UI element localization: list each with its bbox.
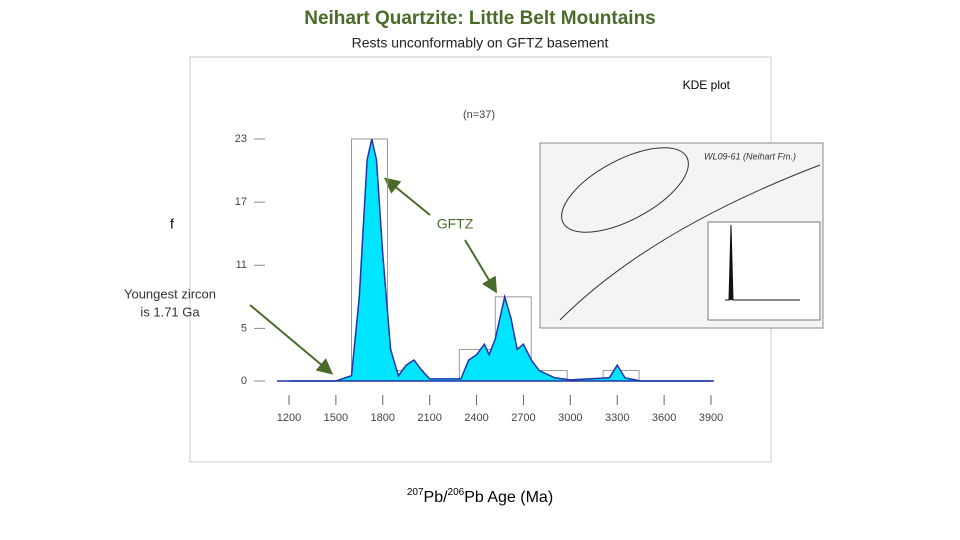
- x-tick-label: 1500: [324, 412, 348, 424]
- sup: 206: [448, 487, 465, 498]
- inset-peak: [725, 224, 800, 301]
- gftz-label: GFTZ: [437, 216, 474, 232]
- letter: f: [170, 216, 174, 232]
- x-tick-label: 3300: [605, 412, 629, 424]
- y-tick-label: 23: [235, 133, 247, 145]
- inset: WL09-61 (Neihart Fm.): [539, 142, 824, 329]
- x-tick-label: 3600: [652, 412, 676, 424]
- x-tick-label: 2100: [417, 412, 441, 424]
- x-tick-label: 2400: [464, 412, 488, 424]
- x-tick-label: 3000: [558, 412, 582, 424]
- y-tick-label: 11: [236, 259, 247, 271]
- kde-line: [289, 138, 711, 382]
- inset-concordia: [559, 164, 821, 321]
- plot-label: KDE plot: [683, 78, 731, 92]
- inset-ellipse: [561, 147, 689, 233]
- x-axis-label: 207Pb/206Pb Age (Ma): [407, 487, 553, 507]
- sup: 207: [407, 487, 424, 498]
- txt: Pb Age (Ma): [464, 489, 553, 506]
- x-tick-label: 3900: [699, 412, 723, 424]
- arrow: [383, 177, 431, 216]
- x-tick-label: 1800: [371, 412, 395, 424]
- txt: Pb/: [424, 489, 449, 506]
- slide-title: Neihart Quartzite: Little Belt Mountains: [304, 8, 656, 29]
- inset-pdf: [707, 221, 821, 321]
- inset-title: WL09-61 (Neihart Fm.): [704, 151, 796, 161]
- x-tick-label: 1200: [277, 412, 301, 424]
- youngest-label: is 1.71 Ga: [140, 304, 200, 319]
- arrow: [464, 239, 498, 294]
- x-tick-label: 2700: [511, 412, 535, 424]
- slide-subtitle: Rests unconformably on GFTZ basement: [352, 35, 609, 51]
- y-tick-label: 0: [241, 375, 247, 387]
- youngest-label: Youngest zircon: [124, 286, 216, 301]
- kde-area: [289, 139, 711, 381]
- n-label: (n=37): [463, 109, 495, 121]
- y-tick-label: 17: [235, 196, 247, 208]
- arrow: [249, 304, 334, 375]
- y-tick-label: 5: [241, 322, 247, 334]
